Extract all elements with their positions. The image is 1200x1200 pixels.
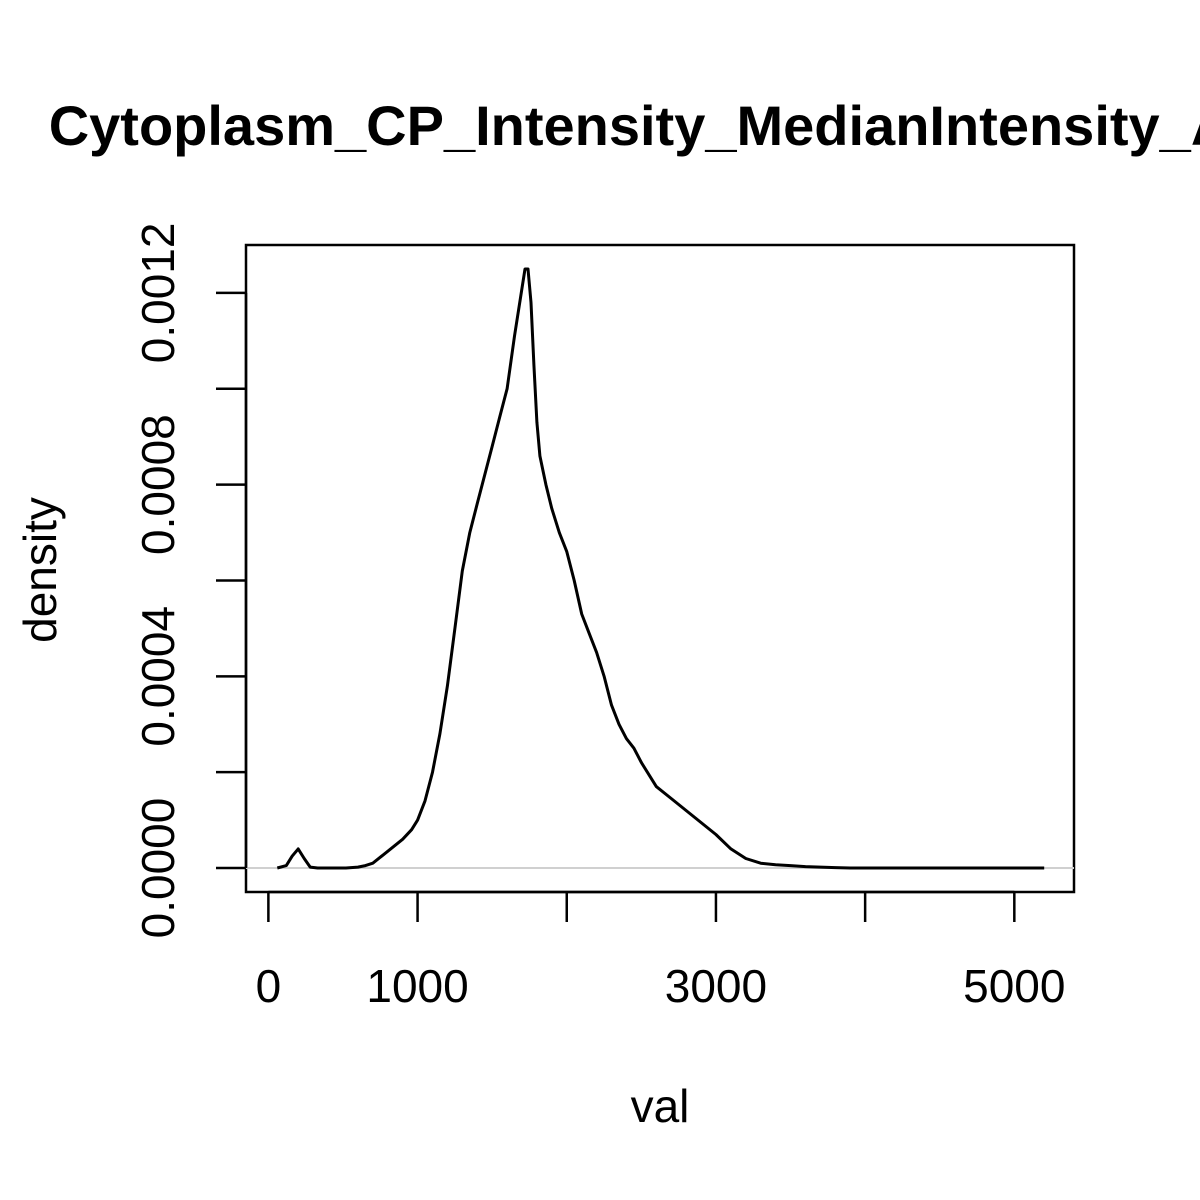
chart-title: Cytoplasm_CP_Intensity_MedianIntensity_A (49, 94, 1200, 157)
plot-frame (244, 243, 1076, 894)
x-tick-label: 3000 (665, 960, 767, 1012)
y-tick-label: 0.0004 (132, 606, 184, 747)
y-tick-label: 0.0000 (132, 798, 184, 939)
y-axis: 0.0000 0.0004 0.0008 0.0012 (132, 223, 248, 939)
x-tick-label: 1000 (366, 960, 468, 1012)
density-curve (276, 267, 1045, 870)
x-tick-label: 5000 (963, 960, 1065, 1012)
x-axis-label: val (631, 1080, 690, 1132)
y-axis-label: density (14, 497, 66, 643)
x-axis: 0 1000 3000 5000 (256, 890, 1065, 1012)
x-tick-label: 0 (256, 960, 282, 1012)
y-tick-label: 0.0008 (132, 414, 184, 555)
y-tick-label: 0.0012 (132, 223, 184, 364)
